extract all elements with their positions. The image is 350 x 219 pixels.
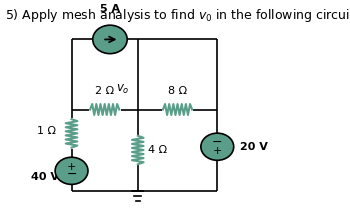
Text: 4 Ω: 4 Ω <box>148 145 168 155</box>
Text: −: − <box>212 136 223 149</box>
Circle shape <box>55 157 88 184</box>
Text: 40 V: 40 V <box>31 172 59 182</box>
Text: 5) Apply mesh analysis to find $v_0$ in the following circuit: 5) Apply mesh analysis to find $v_0$ in … <box>5 7 350 24</box>
Text: $v_o$: $v_o$ <box>116 83 130 96</box>
Text: 20 V: 20 V <box>240 142 268 152</box>
Text: 2 Ω: 2 Ω <box>95 86 114 96</box>
Text: 1 Ω: 1 Ω <box>37 126 56 136</box>
Text: +: + <box>212 146 222 156</box>
Circle shape <box>93 25 127 54</box>
Text: +: + <box>67 162 76 172</box>
Circle shape <box>201 133 234 160</box>
Text: 5 A: 5 A <box>100 4 120 14</box>
Text: −: − <box>66 168 77 181</box>
Text: 8 Ω: 8 Ω <box>168 86 187 96</box>
